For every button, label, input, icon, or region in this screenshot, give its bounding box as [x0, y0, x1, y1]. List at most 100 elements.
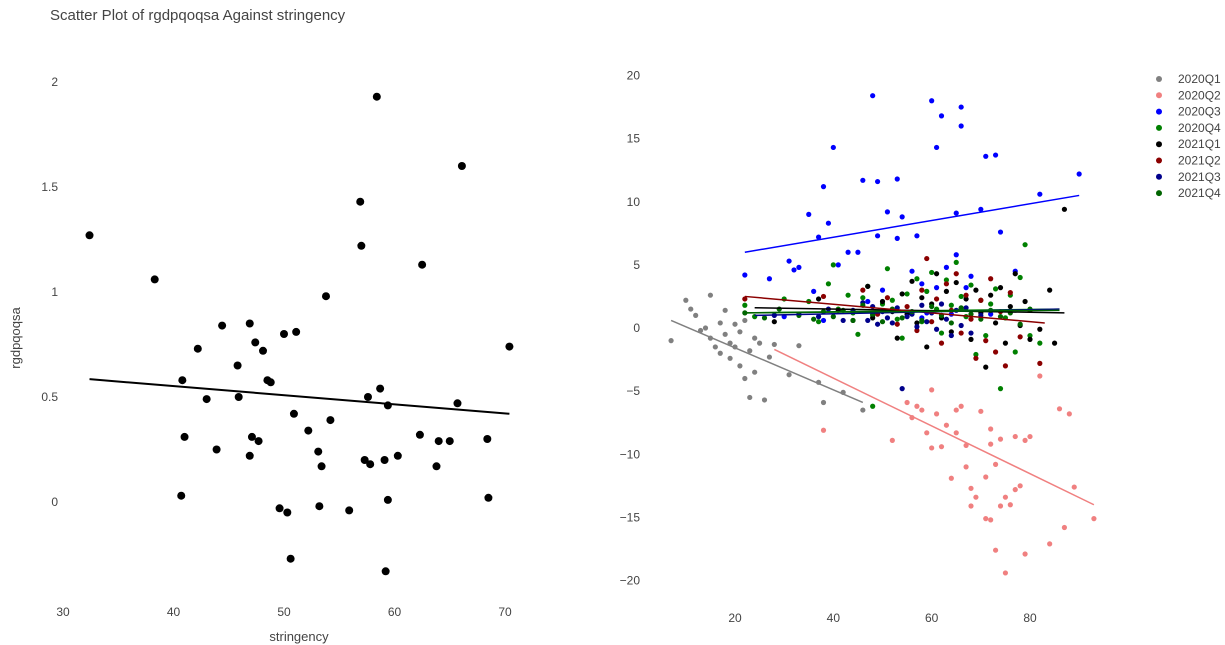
data-point-2021Q2 — [938, 340, 945, 346]
data-point-2020Q4 — [830, 262, 836, 268]
data-point-2020Q1 — [737, 363, 743, 369]
data-point-2021Q4 — [850, 317, 856, 324]
data-point-2021Q1 — [1007, 303, 1013, 310]
data-point-2020Q4 — [870, 403, 876, 409]
data-point-2021Q2 — [973, 355, 979, 361]
data-point-2020Q1 — [717, 350, 723, 356]
data-point-2020Q3 — [820, 317, 827, 324]
data-point-2020Q3 — [845, 249, 851, 255]
data-point-2020Q4 — [1027, 332, 1033, 339]
right-y-tick: −20 — [620, 574, 641, 588]
data-point-2021Q3 — [938, 301, 945, 307]
data-point-2021Q3 — [889, 320, 895, 326]
left-data-point — [505, 342, 514, 351]
data-point-2021Q3 — [943, 316, 950, 322]
right-scatter-plot: 20 40 60 80 −20 −15 −10 −5 0 5 10 15 20 — [620, 69, 1097, 625]
data-point-2020Q4 — [815, 319, 822, 325]
data-point-2020Q3 — [992, 152, 999, 158]
data-point-2020Q3 — [830, 144, 836, 151]
data-point-2021Q1 — [1002, 340, 1009, 346]
data-point-2021Q3 — [865, 317, 871, 324]
left-x-tick-label: 50 — [277, 605, 291, 619]
right-x-tick-label: 20 — [728, 611, 742, 625]
data-point-2021Q2 — [860, 287, 866, 293]
data-point-2020Q2 — [1007, 502, 1013, 508]
right-x-tick: 20 — [728, 611, 742, 625]
data-point-2020Q2 — [938, 444, 945, 450]
series-2020Q3 — [742, 93, 1082, 324]
left-data-point — [180, 432, 189, 441]
data-point-2020Q2 — [983, 516, 989, 522]
left-data-point — [233, 361, 242, 370]
data-point-2021Q1 — [879, 298, 886, 305]
data-point-2021Q3 — [914, 324, 920, 330]
data-point-2020Q3 — [958, 123, 964, 129]
left-data-point — [445, 437, 454, 446]
data-point-2020Q2 — [1017, 483, 1023, 489]
legend-item-2021Q4[interactable]: 2021Q4 — [1156, 186, 1221, 200]
data-point-2021Q4 — [929, 303, 935, 310]
data-point-2020Q4 — [1017, 274, 1023, 281]
data-point-2021Q4 — [968, 311, 974, 317]
right-y-tick: 0 — [633, 321, 640, 335]
legend[interactable]: 2020Q1 2020Q2 2020Q3 2020Q4 2021Q1 2021Q2 2021… — [1156, 72, 1221, 200]
data-point-2020Q1 — [712, 344, 718, 350]
data-point-2021Q4 — [919, 317, 925, 324]
left-data-point — [432, 462, 441, 471]
data-point-2021Q3 — [933, 326, 940, 332]
data-point-2021Q1 — [914, 320, 920, 326]
data-point-2021Q2 — [933, 296, 940, 302]
left-data-point — [178, 376, 187, 385]
data-point-2020Q1 — [820, 399, 827, 406]
data-point-2020Q1 — [722, 331, 728, 337]
legend-item-2020Q2[interactable]: 2020Q2 — [1156, 88, 1221, 102]
data-point-2021Q2 — [929, 319, 935, 325]
data-point-2021Q2 — [914, 327, 920, 334]
trendline-2021Q2 — [744, 295, 1045, 324]
legend-item-2020Q4[interactable]: 2020Q4 — [1156, 121, 1221, 135]
legend-item-2020Q1[interactable]: 2020Q1 — [1156, 72, 1221, 86]
data-point-2021Q1 — [1012, 271, 1018, 277]
left-data-point — [453, 399, 462, 408]
left-data-point — [317, 462, 326, 471]
left-data-point — [289, 409, 298, 418]
data-point-2020Q3 — [1076, 171, 1082, 177]
left-data-point — [275, 504, 284, 513]
left-x-tick-label: 70 — [498, 605, 512, 619]
legend-item-2021Q3[interactable]: 2021Q3 — [1156, 170, 1221, 184]
data-point-2021Q2 — [988, 276, 994, 282]
left-data-point — [212, 445, 221, 454]
data-point-2020Q1 — [727, 355, 733, 361]
data-point-2020Q4 — [943, 277, 950, 283]
series-2020Q2 — [820, 373, 1097, 576]
data-point-2020Q4 — [1037, 340, 1043, 346]
data-point-2021Q3 — [924, 319, 930, 325]
right-y-tick: −15 — [620, 510, 641, 524]
legend-item-2021Q2[interactable]: 2021Q2 — [1156, 154, 1221, 168]
left-data-point — [150, 275, 159, 284]
left-data-point — [376, 384, 385, 393]
data-point-2020Q1 — [766, 354, 773, 360]
data-point-2021Q1 — [899, 291, 905, 297]
data-point-2020Q1 — [771, 341, 777, 348]
legend-item-2020Q3[interactable]: 2020Q3 — [1156, 105, 1221, 119]
data-point-2021Q1 — [865, 283, 871, 289]
legend-marker-2021Q4 — [1156, 190, 1162, 197]
data-point-2020Q2 — [968, 503, 974, 509]
data-point-2020Q2 — [968, 485, 974, 491]
data-point-2021Q1 — [992, 320, 999, 326]
left-data-point — [193, 344, 202, 353]
data-point-2021Q1 — [1047, 287, 1053, 293]
left-data-point — [381, 567, 390, 576]
legend-marker-2021Q3 — [1156, 173, 1162, 180]
data-point-2020Q2 — [958, 403, 964, 409]
data-point-2020Q4 — [958, 293, 964, 300]
data-point-2021Q1 — [771, 319, 777, 325]
right-y-tick-label: 5 — [633, 258, 640, 272]
data-point-2020Q2 — [953, 407, 959, 413]
data-point-2020Q3 — [786, 258, 792, 264]
legend-item-2021Q1[interactable]: 2021Q1 — [1156, 137, 1221, 151]
left-data-point — [356, 197, 365, 206]
data-point-2021Q2 — [884, 295, 891, 301]
legend-marker-2020Q3 — [1156, 108, 1162, 115]
